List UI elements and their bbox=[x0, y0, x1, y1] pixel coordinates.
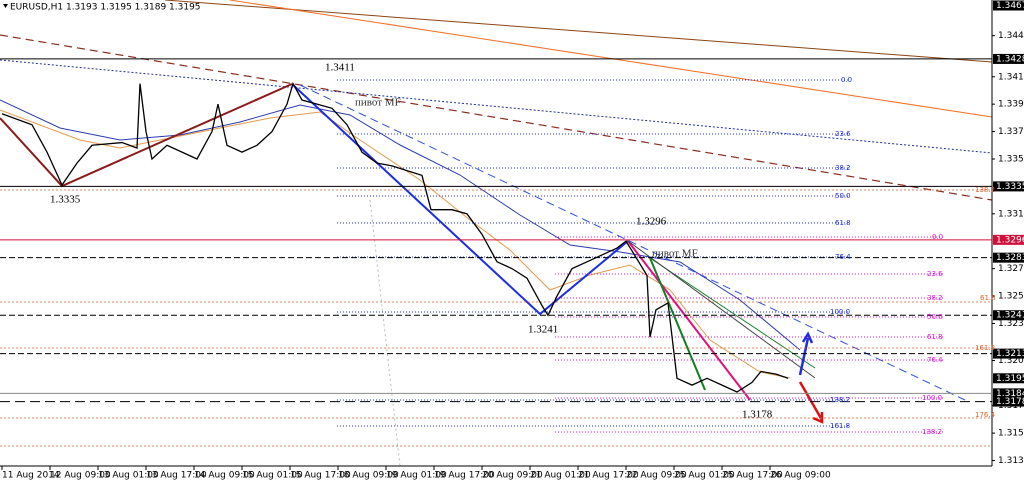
price-box bbox=[993, 234, 1024, 245]
price-line-series bbox=[1, 81, 789, 393]
chart-title: EURUSD,H1 1.3193 1.3195 1.3189 1.3195 bbox=[10, 3, 201, 13]
zigzag bbox=[649, 257, 706, 391]
fib-label: 138.2 bbox=[830, 396, 850, 404]
price-box-label: 1.3241 bbox=[996, 311, 1024, 321]
arrow-up bbox=[798, 331, 814, 376]
drawings bbox=[0, 0, 993, 467]
y-tick-label: 1.3255 bbox=[998, 292, 1024, 302]
fib-label: 100.0 bbox=[830, 308, 850, 316]
title-icon bbox=[3, 4, 8, 8]
x-tick-label: 25 Aug 01:00 bbox=[674, 471, 735, 481]
fib-label: 38.2 bbox=[927, 294, 943, 302]
x-tick-label: 21 Aug 17:00 bbox=[578, 471, 639, 481]
price-box-label: 1.3296 bbox=[996, 235, 1024, 245]
y-tick-label: 1.3135 bbox=[998, 456, 1024, 466]
price-box bbox=[993, 388, 1024, 399]
x-tick-label: 18 Aug 09:00 bbox=[338, 471, 399, 481]
trend-line bbox=[299, 84, 966, 401]
x-tick-label: 19 Aug 01:00 bbox=[386, 471, 447, 481]
fib-label: 138.2 bbox=[922, 428, 942, 436]
y-tick-label: 1.3235 bbox=[998, 319, 1024, 329]
price-box bbox=[993, 0, 1024, 11]
fib-label: 100.0 bbox=[922, 394, 942, 402]
fib-label: 61.8 bbox=[835, 219, 851, 227]
annotation: пивот МF bbox=[652, 248, 698, 260]
trend-line bbox=[627, 240, 816, 379]
fib-label: 76.4 bbox=[927, 356, 943, 364]
annotation: 1.3178 bbox=[742, 409, 773, 421]
fib-label: 0.0 bbox=[932, 233, 943, 241]
annotation: пивот МF bbox=[355, 97, 401, 109]
x-tick-label: 21 Aug 01:00 bbox=[530, 471, 591, 481]
trend-line bbox=[649, 257, 816, 369]
price-box bbox=[993, 373, 1024, 384]
y-tick-label: 1.3395 bbox=[998, 100, 1024, 110]
fib-label: 61.8 bbox=[980, 294, 996, 302]
y-tick-label: 1.3445 bbox=[998, 31, 1024, 41]
price-box bbox=[993, 252, 1024, 263]
price-box-label: 1.3335 bbox=[996, 182, 1024, 192]
price-box bbox=[993, 53, 1024, 64]
zigzag bbox=[627, 240, 751, 401]
price-box-label: 1.3213 bbox=[996, 349, 1024, 359]
y-tick-label: 1.3315 bbox=[998, 209, 1024, 219]
x-tick-label: 26 Aug 09:00 bbox=[770, 471, 831, 481]
x-tick-label: 13 Aug 17:00 bbox=[146, 471, 207, 481]
trend-line bbox=[164, 0, 993, 63]
trend-line bbox=[0, 34, 993, 201]
x-tick-label: 11 Aug 2014 bbox=[2, 471, 60, 481]
moving-average bbox=[0, 109, 791, 379]
x-tick-label: 12 Aug 09:00 bbox=[50, 471, 111, 481]
price-box-label: 1.3428 bbox=[996, 54, 1024, 64]
fib-label: 61.8 bbox=[927, 333, 943, 341]
price-box-label: 1.3283 bbox=[996, 253, 1024, 263]
x-tick-label: 25 Aug 17:00 bbox=[722, 471, 783, 481]
fib-label: 0.0 bbox=[841, 76, 852, 84]
fib-label: 50.0 bbox=[927, 313, 943, 321]
annotation: 1.3411 bbox=[325, 62, 355, 74]
y-tick-label: 1.3155 bbox=[998, 429, 1024, 439]
x-tick-label: 22 Aug 09:00 bbox=[626, 471, 687, 481]
fib-label: 161.8 bbox=[975, 344, 995, 352]
y-tick-label: 1.3208 bbox=[998, 356, 1024, 366]
x-tick-label: 20 Aug 09:00 bbox=[482, 471, 543, 481]
moving-average bbox=[0, 99, 801, 351]
fib-label: 38.2 bbox=[835, 164, 851, 172]
price-box bbox=[993, 396, 1024, 407]
fib-label: 138.2 bbox=[975, 186, 995, 194]
x-tick-label: 19 Aug 17:00 bbox=[434, 471, 495, 481]
y-tick-label: 1.3415 bbox=[998, 72, 1024, 82]
price-box-label: 1.3184 bbox=[996, 389, 1024, 399]
y-tick-label: 1.3355 bbox=[998, 154, 1024, 164]
price-box-label: 1.3467 bbox=[996, 1, 1024, 11]
annotation: 1.3241 bbox=[528, 324, 558, 336]
x-tick-label: 13 Aug 01:00 bbox=[98, 471, 159, 481]
annotation: 1.3296 bbox=[636, 216, 667, 228]
fib-label: 161.8 bbox=[830, 422, 850, 430]
x-tick-label: 14 Aug 09:00 bbox=[194, 471, 255, 481]
price-box bbox=[993, 348, 1024, 359]
arrow-down bbox=[798, 381, 824, 424]
y-tick-label: 1.3275 bbox=[998, 264, 1024, 274]
fib-label: 50.0 bbox=[835, 192, 851, 200]
price-box bbox=[993, 181, 1024, 192]
fib-label: 23.6 bbox=[835, 130, 851, 138]
annotation: 1.3335 bbox=[50, 194, 81, 206]
price-box-label: 1.3195 bbox=[996, 374, 1024, 384]
price-box-label: 1.3178 bbox=[996, 397, 1024, 407]
y-tick-label: 1.3375 bbox=[998, 127, 1024, 137]
price-box bbox=[993, 310, 1024, 321]
x-tick-label: 15 Aug 17:00 bbox=[290, 471, 351, 481]
fib-label: 23.6 bbox=[927, 270, 943, 278]
fib-label: 76.4 bbox=[835, 253, 851, 261]
x-tick-label: 15 Aug 01:00 bbox=[242, 471, 303, 481]
fib-label: 176.4 bbox=[975, 411, 996, 419]
